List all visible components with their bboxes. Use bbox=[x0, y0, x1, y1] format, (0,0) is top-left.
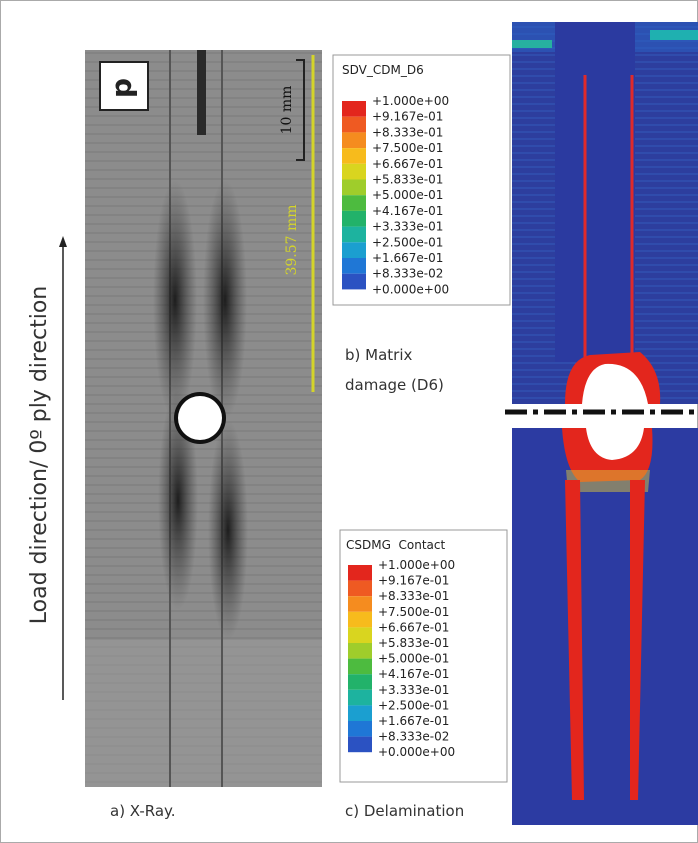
legend-label: +7.500e-01 bbox=[378, 605, 449, 619]
legend-label: +4.167e-01 bbox=[378, 667, 449, 681]
legend-label: +4.167e-01 bbox=[372, 204, 443, 218]
legend-label: +2.500e-01 bbox=[372, 235, 443, 249]
legend-label: +7.500e-01 bbox=[372, 141, 443, 155]
matrix-caption: b) Matrix bbox=[345, 346, 412, 364]
legend-swatch bbox=[342, 180, 366, 196]
legend-swatch bbox=[348, 659, 372, 675]
legend-label: +1.667e-01 bbox=[378, 714, 449, 728]
legend-label: +3.333e-01 bbox=[378, 683, 449, 697]
legend-label: +3.333e-01 bbox=[372, 220, 443, 234]
length-label: 39.57 mm bbox=[284, 204, 300, 275]
legend-label: +5.833e-01 bbox=[378, 636, 449, 650]
legend-label: +0.000e+00 bbox=[372, 282, 449, 296]
legend-label: +9.167e-01 bbox=[378, 574, 449, 588]
legend-swatch bbox=[348, 612, 372, 628]
legend-swatch bbox=[348, 690, 372, 706]
legend-swatch bbox=[348, 705, 372, 721]
legend-swatch bbox=[342, 211, 366, 227]
legend-swatch bbox=[348, 596, 372, 612]
legend-label: +8.333e-02 bbox=[378, 730, 449, 744]
legend-swatch bbox=[342, 132, 366, 148]
legend-label: +8.333e-01 bbox=[378, 589, 449, 603]
legend-label: +5.000e-01 bbox=[372, 188, 443, 202]
xray-marker: d bbox=[109, 78, 142, 98]
legend-title: CSDMG Contact bbox=[346, 538, 446, 552]
legend-swatch bbox=[342, 258, 366, 274]
legend-label: +5.833e-01 bbox=[372, 173, 443, 187]
legend-swatch bbox=[348, 581, 372, 597]
legend-swatch bbox=[342, 101, 366, 117]
legend-swatch bbox=[342, 164, 366, 180]
legend-label: +2.500e-01 bbox=[378, 698, 449, 712]
legend-label: +8.333e-01 bbox=[372, 125, 443, 139]
figure: Load direction/ 0º ply direction d 10 mm… bbox=[0, 0, 698, 843]
legend-swatch bbox=[348, 674, 372, 690]
scale-label: 10 mm bbox=[279, 86, 295, 135]
xray-panel: d 10 mm 39.57 mm bbox=[85, 50, 322, 787]
legend-swatch bbox=[342, 242, 366, 258]
legend-label: +1.667e-01 bbox=[372, 251, 443, 265]
legend-label: +5.000e-01 bbox=[378, 652, 449, 666]
legend-swatch bbox=[348, 721, 372, 737]
legend-swatch bbox=[348, 565, 372, 581]
matrix-caption: damage (D6) bbox=[345, 376, 444, 394]
legend-swatch bbox=[348, 737, 372, 753]
legend-swatch bbox=[342, 274, 366, 290]
delam-caption: c) Delamination bbox=[345, 802, 464, 820]
legend-label: +9.167e-01 bbox=[372, 110, 443, 124]
legend-swatch bbox=[342, 195, 366, 211]
legend-label: +6.667e-01 bbox=[372, 157, 443, 171]
legend-swatch bbox=[342, 227, 366, 243]
legend-label: +6.667e-01 bbox=[378, 620, 449, 634]
xray-caption: a) X-Ray. bbox=[110, 802, 176, 820]
legend-swatch bbox=[342, 117, 366, 133]
legend-label: +1.000e+00 bbox=[378, 558, 455, 572]
legend-label: +8.333e-02 bbox=[372, 267, 443, 281]
legend-swatch bbox=[348, 643, 372, 659]
legend-title: SDV_CDM_D6 bbox=[342, 63, 424, 77]
legend-swatch bbox=[342, 148, 366, 164]
legend-swatch bbox=[348, 627, 372, 643]
legend-label: +0.000e+00 bbox=[378, 745, 455, 759]
legend-label: +1.000e+00 bbox=[372, 94, 449, 108]
side-label: Load direction/ 0º ply direction bbox=[27, 286, 52, 624]
